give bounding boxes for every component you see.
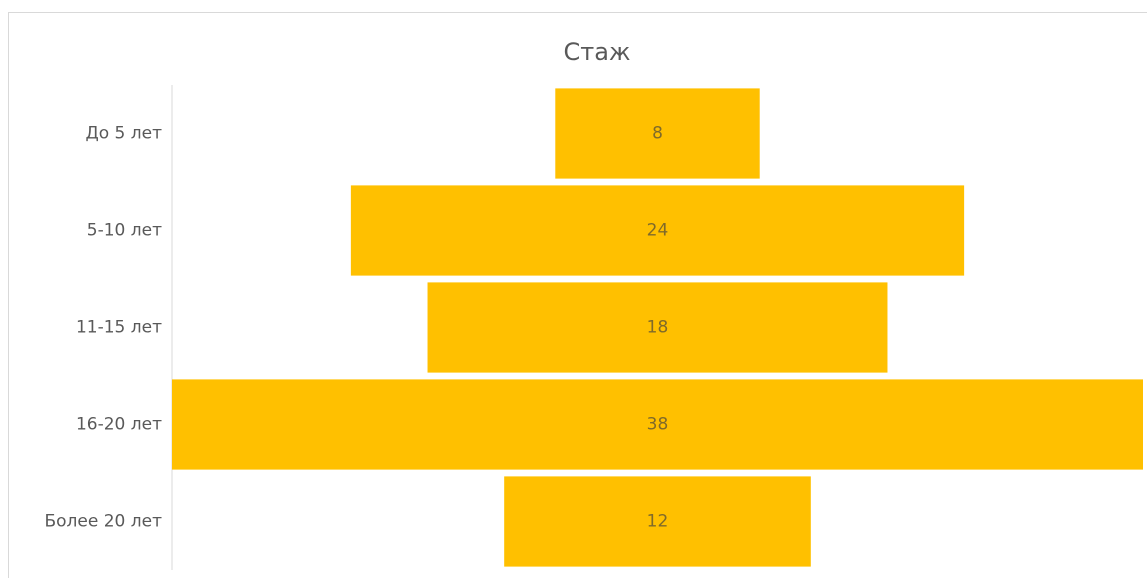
data-label: 8 <box>652 124 663 144</box>
data-label: 38 <box>647 415 669 435</box>
data-label: 12 <box>647 512 669 532</box>
category-label: Более 20 лет <box>44 512 162 532</box>
funnel-bar <box>504 476 811 567</box>
chart-title: Стаж <box>563 38 630 66</box>
funnel-bar <box>555 88 760 179</box>
category-label: До 5 лет <box>85 124 162 144</box>
category-label: 16-20 лет <box>76 415 162 435</box>
category-label: 5-10 лет <box>87 221 162 241</box>
funnel-bar <box>172 379 1143 470</box>
funnel-bar <box>350 185 965 276</box>
category-label: 11-15 лет <box>76 318 162 338</box>
data-label: 24 <box>647 221 669 241</box>
data-label: 18 <box>647 318 669 338</box>
funnel-bar <box>427 282 888 373</box>
